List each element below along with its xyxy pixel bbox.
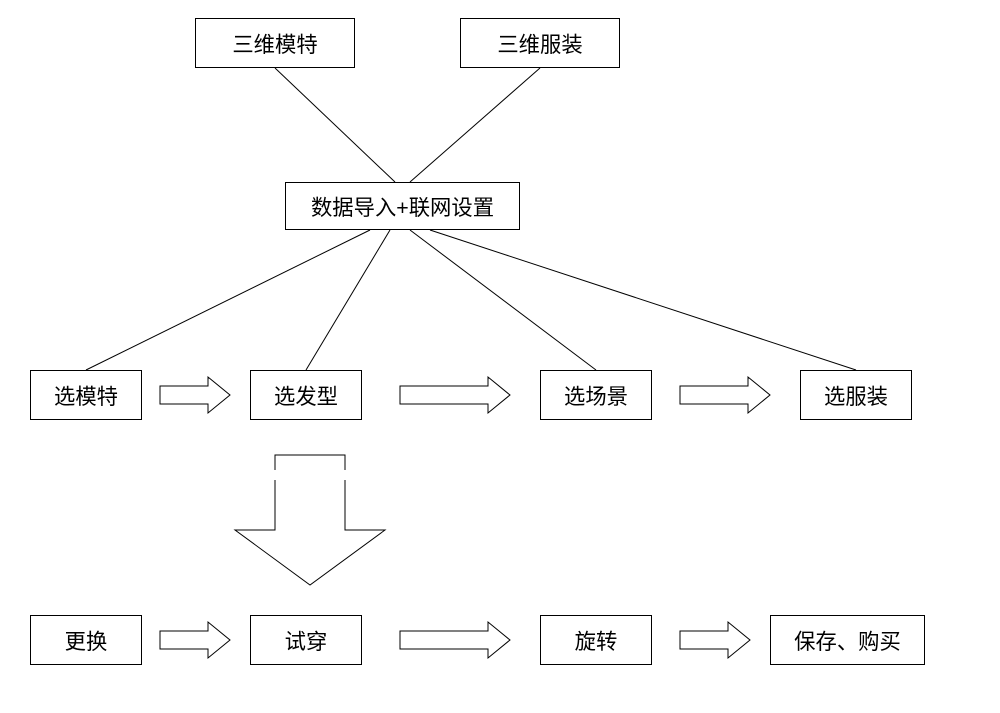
node-n8: 更换 (30, 615, 142, 665)
edge-line (410, 68, 540, 182)
block-arrow (160, 622, 230, 658)
edge-line (306, 230, 390, 370)
node-label: 旋转 (575, 625, 618, 656)
node-n9: 试穿 (250, 615, 362, 665)
node-label: 选服装 (824, 380, 888, 411)
node-n1: 三维模特 (195, 18, 355, 68)
node-label: 选场景 (564, 380, 628, 411)
node-label: 选模特 (54, 380, 118, 411)
node-label: 选发型 (274, 380, 338, 411)
edges-layer (0, 0, 1000, 713)
node-n4: 选模特 (30, 370, 142, 420)
node-label: 更换 (65, 625, 108, 656)
node-n10: 旋转 (540, 615, 652, 665)
node-label: 三维服装 (497, 28, 582, 59)
block-arrow (680, 622, 750, 658)
block-arrow (160, 377, 230, 413)
block-arrow (400, 622, 510, 658)
diagram-canvas: 三维模特 三维服装数据导入+联网设置选模特 选发型 选场景 选服装更换 试穿 旋转 保存、购买 (0, 0, 1000, 713)
node-label: 数据导入+联网设置 (311, 191, 494, 222)
edge-line (275, 68, 395, 182)
block-arrow (400, 377, 510, 413)
node-n3: 数据导入+联网设置 (285, 182, 520, 230)
node-n6: 选场景 (540, 370, 652, 420)
edge-line (410, 230, 596, 370)
block-arrow (680, 377, 770, 413)
node-label: 三维模特 (232, 28, 317, 59)
big-down-arrow (235, 455, 385, 585)
node-label: 试穿 (285, 625, 328, 656)
big-down-arrow-gap (271, 470, 349, 480)
node-n11: 保存、购买 (770, 615, 925, 665)
edge-line (86, 230, 370, 370)
node-n7: 选服装 (800, 370, 912, 420)
node-n2: 三维服装 (460, 18, 620, 68)
node-n5: 选发型 (250, 370, 362, 420)
edge-line (430, 230, 856, 370)
node-label: 保存、购买 (794, 625, 901, 656)
